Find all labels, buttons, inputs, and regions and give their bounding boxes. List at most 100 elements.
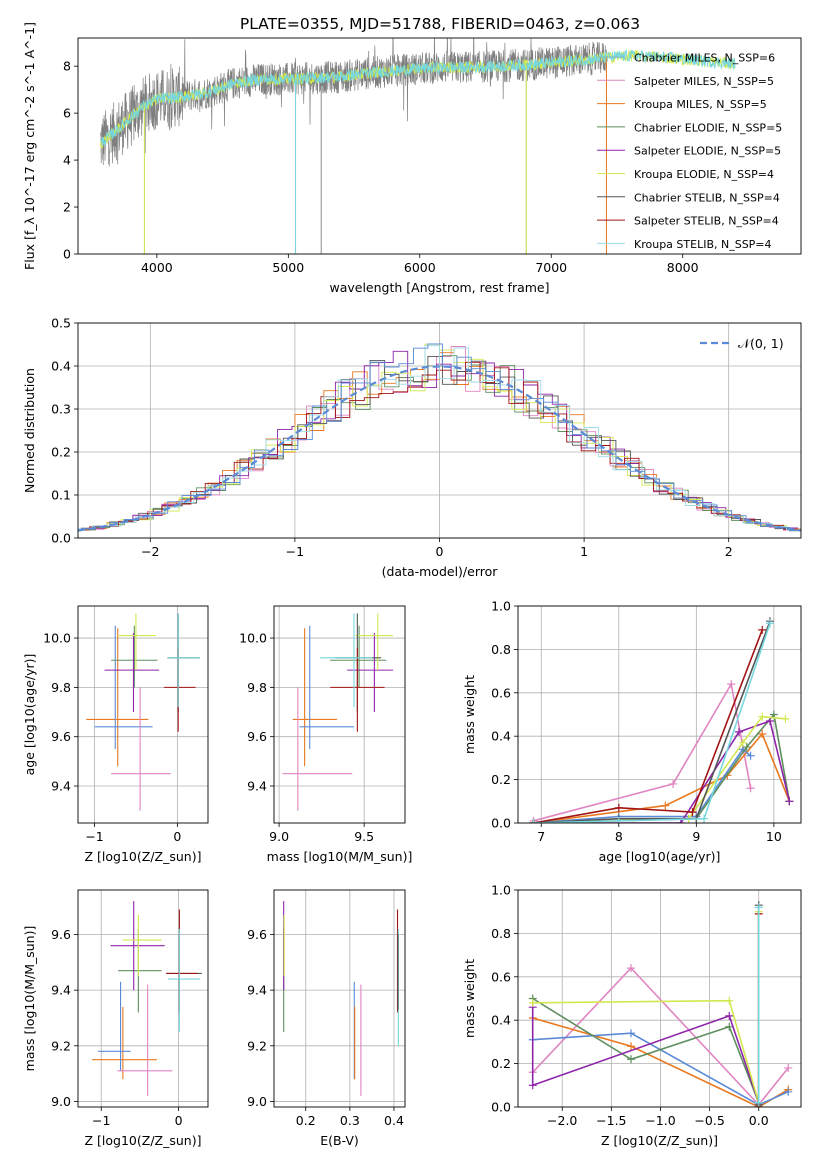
weight-marker: [700, 814, 709, 823]
weight-series: [754, 903, 763, 1107]
x-axis-label: Z [log10(Z/Z_sun)]: [85, 849, 202, 864]
y-tick-label: 0.8: [491, 926, 511, 941]
y-tick-label: 9.4: [51, 779, 71, 794]
y-axis-label: mass weight: [462, 959, 477, 1038]
y-tick-label: 0.4: [491, 729, 511, 744]
y-tick-label: 9.0: [51, 1094, 71, 1109]
weight-line: [531, 1007, 760, 1103]
spectrum-data-line: [99, 38, 607, 167]
y-tick-label: 9.8: [247, 680, 267, 695]
legend-label: Kroupa ELODIE, N_SSP=4: [634, 168, 774, 181]
mass-vs-EBV-panel: 0.2 0.3 0.4 9.0 9.2 9.4 9.6 E(B-V): [247, 889, 406, 1148]
weight-marker: [754, 903, 763, 912]
errorbar-point: [282, 687, 353, 811]
x-tick-label: −1.0: [645, 1113, 675, 1128]
y-axis-label: age [log10(age/yr)]: [22, 654, 37, 776]
y-tick-label: 0.6: [491, 685, 511, 700]
errorbar-point: [167, 613, 200, 713]
errorbar-point: [94, 625, 153, 750]
weight-marker: [746, 751, 755, 760]
x-tick-label: 0: [175, 1113, 183, 1128]
legend-label: Salpeter MILES, N_SSP=5: [634, 75, 774, 88]
y-tick-label: 9.2: [51, 1038, 71, 1053]
y-axis-label: mass weight: [462, 675, 477, 754]
y-tick-label: 1.0: [491, 883, 511, 898]
x-tick-label: 6000: [404, 260, 436, 275]
errorbar-point: [299, 625, 354, 750]
weight-marker: [758, 712, 767, 721]
weight-marker: [746, 784, 755, 793]
y-tick-label: 0.1: [51, 488, 71, 503]
axes-frame: [273, 889, 406, 1108]
x-tick-label: 10: [766, 829, 782, 844]
weight-marker: [784, 1087, 793, 1096]
x-tick-label: −0.5: [694, 1113, 724, 1128]
x-tick-label: 9.0: [269, 829, 289, 844]
y-tick-label: 10.0: [239, 631, 267, 646]
legend-label: Salpeter STELIB, N_SSP=4: [634, 215, 779, 228]
errorbar-point: [117, 984, 173, 1096]
legend-label: Chabrier STELIB, N_SSP=4: [634, 191, 780, 204]
histogram-panel: −2 −1 0 1 2 0.0 0.1 0.2 0.3 0.4 0.5 (data-model)/er…: [22, 316, 802, 579]
x-tick-label: −1: [92, 1113, 110, 1128]
weight-series: [528, 907, 763, 1107]
errorbar-point: [355, 613, 394, 671]
y-tick-label: 9.6: [247, 927, 267, 942]
y-tick-label: 0.0: [51, 531, 71, 546]
x-axis-label: wavelength [Angstrom, rest frame]: [329, 280, 549, 295]
weight-series: [529, 619, 774, 823]
weight-marker: [734, 727, 743, 736]
y-tick-label: 0.2: [491, 1056, 511, 1071]
errorbar-point: [91, 1006, 157, 1080]
y-tick-label: 0.4: [491, 1013, 511, 1028]
axes-frame: [77, 605, 209, 824]
spectrum-model-line: [100, 49, 736, 147]
y-tick-label: 0.2: [51, 445, 71, 460]
weight-line: [532, 1032, 789, 1106]
x-axis-label: mass [log10(M/M_sun)]: [267, 849, 413, 864]
weight-marker: [725, 996, 734, 1005]
weight-vs-Z-panel: −2.0 −1.5 −1.0 −0.5 0.0 0.0 0.2 0.4 0.6 0.8 1.0 Z […: [462, 883, 802, 1148]
axes-frame: [273, 605, 406, 824]
errorbar-point: [166, 909, 198, 1013]
x-tick-label: 7: [537, 829, 545, 844]
spectrum-panel: 4000 5000 6000 7000 8000 0 2 4 6 8 wavelength [Ang…: [22, 22, 802, 295]
x-tick-label: 4000: [141, 260, 173, 275]
weight-series: [529, 745, 755, 823]
weight-marker: [725, 1022, 734, 1031]
y-tick-label: 0: [63, 247, 71, 262]
weight-marker: [669, 779, 678, 788]
x-tick-label: −1: [85, 829, 103, 844]
y-tick-label: 8: [63, 59, 71, 74]
weight-marker: [738, 738, 747, 747]
weight-line: [533, 623, 771, 823]
errorbar-point: [167, 928, 201, 1032]
weight-marker: [742, 743, 751, 752]
legend-label: Salpeter ELODIE, N_SSP=5: [634, 145, 781, 158]
errorbar-point: [347, 633, 394, 713]
x-tick-label: 7000: [535, 260, 567, 275]
y-tick-label: 9.0: [247, 1094, 267, 1109]
x-tick-label: 8: [615, 829, 623, 844]
weight-marker: [627, 1029, 636, 1038]
errorbar-point: [86, 628, 149, 767]
weight-marker: [727, 680, 736, 689]
y-tick-label: 9.6: [247, 729, 267, 744]
weight-series: [529, 730, 794, 823]
weight-marker: [765, 717, 774, 726]
y-tick-label: 0.0: [491, 816, 511, 831]
y-tick-label: 0.3: [51, 402, 71, 417]
x-tick-label: −1: [286, 544, 304, 559]
errorbar-point: [98, 981, 131, 1071]
x-tick-label: 2: [725, 544, 733, 559]
errorbar-point: [319, 613, 373, 708]
axes-frame: [77, 889, 209, 1108]
weight-line: [533, 629, 763, 823]
weight-line: [533, 620, 771, 823]
x-axis-label: Z [log10(Z/Z_sun)]: [601, 1133, 718, 1148]
errorbar-point: [111, 687, 171, 811]
legend-label: Chabrier ELODIE, N_SSP=5: [634, 121, 782, 134]
weight-marker: [528, 998, 537, 1007]
x-tick-label: −2: [141, 544, 159, 559]
weight-line: [532, 997, 760, 1103]
